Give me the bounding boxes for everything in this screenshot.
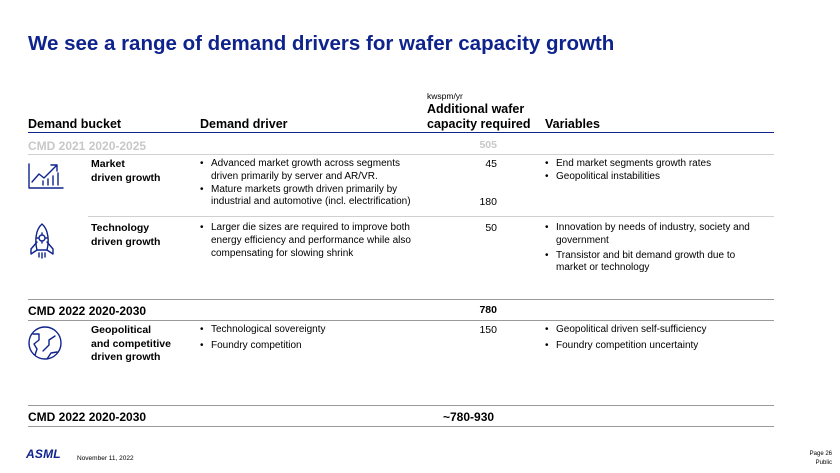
technology-bucket-line1: Technology	[91, 222, 150, 234]
market-bucket-line1: Market	[91, 158, 125, 170]
asml-logo: ASML	[26, 447, 61, 461]
footer-date: November 11, 2022	[77, 455, 134, 462]
market-driver-item: Mature markets growth driven primarily b…	[200, 184, 428, 210]
classification-label: Public	[815, 460, 832, 466]
market-bucket-line2: driven growth	[91, 171, 161, 184]
market-growth-chart-icon	[28, 163, 64, 189]
cmd2022b-top-rule	[28, 405, 774, 406]
cmd2021-value: 505	[479, 139, 497, 151]
cmd2022a-bottom-rule	[28, 320, 774, 321]
page-title: We see a range of demand drivers for waf…	[28, 32, 615, 55]
cmd2022a-label: CMD 2022 2020-2030	[28, 304, 147, 318]
header-unit: kwspm/yr	[427, 91, 463, 101]
market-variable-item: End market segments growth rates	[545, 158, 775, 171]
geopolitical-value: 150	[479, 324, 497, 336]
technology-variable-item: Innovation by needs of industry, society…	[545, 222, 753, 248]
technology-drivers: Larger die sizes are required to improve…	[200, 222, 428, 260]
cmd2022b-label: CMD 2022 2020-2030	[28, 410, 147, 424]
geopolitical-bucket-line1: Geopolitical	[91, 324, 152, 336]
cmd2022a-value: 780	[479, 304, 497, 316]
market-rule	[88, 216, 774, 217]
footer-page-info: Page 26 Public	[810, 450, 832, 468]
technology-variables: Innovation by needs of industry, society…	[545, 222, 753, 275]
geopolitical-variable-item: Geopolitical driven self-sufficiency	[545, 324, 775, 337]
geopolitical-bucket-line3: driven growth	[91, 351, 161, 363]
cmd2022b-value: ~780-930	[443, 410, 495, 424]
rocket-icon	[30, 223, 54, 259]
header-capacity-line1: Additional wafer	[427, 102, 525, 116]
header-capacity: Additional wafer capacity required	[427, 102, 531, 132]
technology-driver-item: Larger die sizes are required to improve…	[200, 222, 428, 260]
cmd2021-rule	[28, 154, 774, 155]
market-drivers: Advanced market growth across segments d…	[200, 158, 428, 209]
geopolitical-variables: Geopolitical driven self-sufficiency Fou…	[545, 324, 775, 353]
market-variable-item: Geopolitical instabilities	[545, 171, 775, 184]
cmd2022b-bottom-rule	[28, 426, 774, 427]
geopolitical-drivers: Technological sovereignty Foundry compet…	[200, 324, 428, 353]
market-variables: End market segments growth rates Geopoli…	[545, 158, 775, 184]
technology-variable-item: Transistor and bit demand growth due to …	[545, 250, 753, 276]
header-demand-bucket: Demand bucket	[28, 117, 122, 131]
header-demand-driver: Demand driver	[200, 117, 288, 131]
geopolitical-bucket-line2: and competitive	[91, 337, 171, 350]
geopolitical-variable-item: Foundry competition uncertainty	[545, 340, 775, 353]
header-variables: Variables	[545, 117, 600, 131]
technology-bucket-line2: driven growth	[91, 235, 161, 248]
geopolitical-bucket: Geopolitical and competitive driven grow…	[91, 324, 171, 365]
page-number: Page 26	[809, 451, 832, 457]
cmd2021-label: CMD 2021 2020-2025	[28, 139, 147, 153]
globe-route-icon	[28, 326, 62, 360]
market-value-advanced: 45	[485, 158, 497, 170]
technology-bucket: Technology driven growth	[91, 222, 160, 249]
market-driver-item: Advanced market growth across segments d…	[200, 158, 428, 184]
geopolitical-driver-item: Foundry competition	[200, 340, 428, 353]
technology-value: 50	[485, 222, 497, 234]
header-rule	[28, 132, 774, 133]
geopolitical-driver-item: Technological sovereignty	[200, 324, 428, 337]
cmd2022a-top-rule	[28, 299, 774, 300]
market-bucket: Market driven growth	[91, 158, 160, 185]
market-value-mature: 180	[479, 196, 497, 208]
header-capacity-line2: capacity required	[427, 117, 531, 131]
